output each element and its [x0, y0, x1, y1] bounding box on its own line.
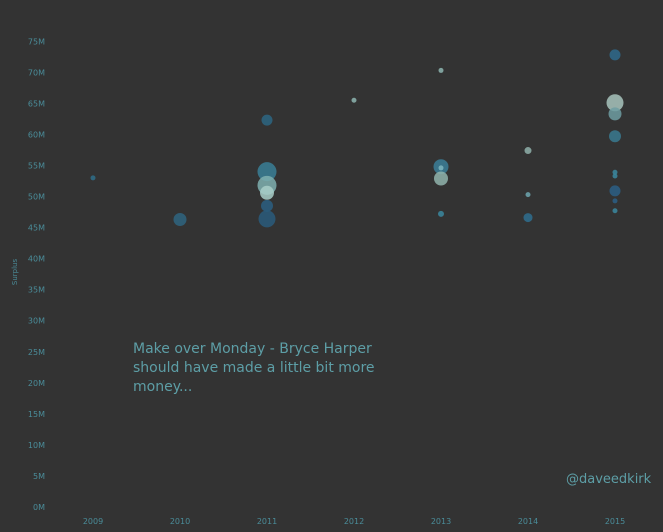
x-tick-label: 2015: [605, 517, 625, 526]
y-tick-label: 5M: [33, 472, 45, 481]
scatter-point[interactable]: [524, 147, 532, 155]
scatter-point[interactable]: [606, 94, 624, 112]
scatter-point[interactable]: [261, 114, 273, 126]
scatter-point[interactable]: [609, 49, 621, 61]
scatter-point[interactable]: [438, 210, 444, 217]
y-tick-label: 45M: [28, 224, 45, 233]
y-tick-label: 10M: [28, 441, 45, 450]
y-axis-label: Surplus: [11, 259, 19, 286]
y-tick-label: 60M: [28, 130, 45, 139]
y-tick-label: 50M: [28, 193, 45, 202]
scatter-point[interactable]: [258, 210, 276, 228]
y-tick-label: 35M: [28, 286, 45, 295]
scatter-point[interactable]: [257, 162, 277, 182]
scatter-point[interactable]: [438, 67, 444, 73]
annotation-text: Make over Monday - Bryce Harper should h…: [133, 341, 375, 395]
data-points: [90, 49, 624, 228]
scatter-point[interactable]: [434, 171, 448, 186]
y-tick-label: 15M: [28, 410, 45, 419]
scatter-point[interactable]: [608, 107, 622, 121]
y-axis-ticks: 0M 5M 10M 15M 20M 25M 30M 35M 40M 45M 50M 55M 60M 65M…: [28, 37, 45, 512]
scatter-point[interactable]: [612, 173, 618, 179]
y-tick-label: 70M: [28, 68, 45, 77]
y-tick-label: 40M: [28, 255, 45, 264]
scatter-point[interactable]: [351, 97, 357, 103]
scatter-point[interactable]: [90, 175, 96, 181]
x-axis-ticks: 2009 2010 2011 2012 2013 2014 2015: [83, 517, 625, 526]
y-tick-label: 30M: [28, 317, 45, 326]
scatter-point[interactable]: [525, 192, 531, 198]
scatter-point[interactable]: [609, 130, 621, 143]
x-tick-label: 2014: [518, 517, 538, 526]
scatter-point[interactable]: [261, 199, 273, 212]
y-tick-label: 25M: [28, 348, 45, 357]
author-credit: @daveedkirk: [566, 472, 652, 487]
x-tick-label: 2010: [170, 517, 190, 526]
scatter-point[interactable]: [609, 185, 621, 197]
scatter-point[interactable]: [173, 212, 187, 226]
x-tick-label: 2011: [257, 517, 277, 526]
scatter-point[interactable]: [438, 165, 444, 171]
x-tick-label: 2009: [83, 517, 103, 526]
y-tick-label: 65M: [28, 99, 45, 108]
y-tick-label: 20M: [28, 379, 45, 388]
x-tick-label: 2012: [344, 517, 364, 526]
y-tick-label: 55M: [28, 161, 45, 170]
scatter-point[interactable]: [612, 208, 618, 214]
y-tick-label: 0M: [33, 503, 45, 512]
scatter-point[interactable]: [612, 198, 618, 204]
scatter-point[interactable]: [612, 169, 618, 175]
x-tick-label: 2013: [431, 517, 451, 526]
scatter-point[interactable]: [260, 185, 274, 200]
scatter-point[interactable]: [523, 213, 533, 223]
y-tick-label: 75M: [28, 37, 45, 46]
